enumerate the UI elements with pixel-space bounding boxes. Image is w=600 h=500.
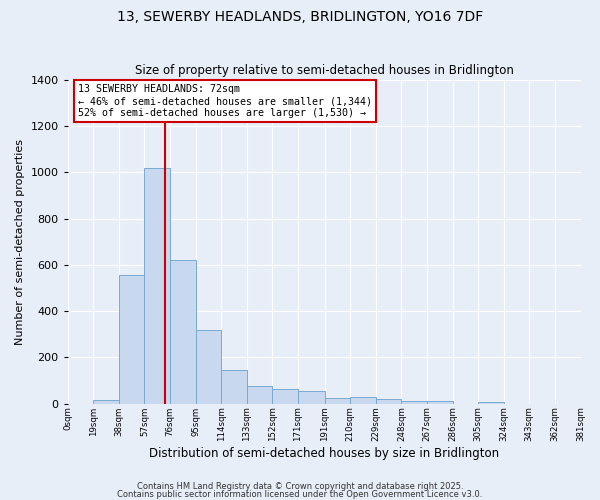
Bar xyxy=(93,400,119,404)
Bar xyxy=(272,390,298,404)
Text: 13 SEWERBY HEADLANDS: 72sqm
← 46% of semi-detached houses are smaller (1,344)
52: 13 SEWERBY HEADLANDS: 72sqm ← 46% of sem… xyxy=(78,84,372,117)
Text: Contains HM Land Registry data © Crown copyright and database right 2025.: Contains HM Land Registry data © Crown c… xyxy=(137,482,463,491)
Title: Size of property relative to semi-detached houses in Bridlington: Size of property relative to semi-detach… xyxy=(134,64,514,77)
Bar xyxy=(170,260,196,404)
Bar xyxy=(247,386,272,404)
Bar xyxy=(401,402,427,404)
Bar xyxy=(298,391,325,404)
Bar xyxy=(325,398,350,404)
Text: Contains public sector information licensed under the Open Government Licence v3: Contains public sector information licen… xyxy=(118,490,482,499)
Bar xyxy=(145,168,170,404)
Text: 13, SEWERBY HEADLANDS, BRIDLINGTON, YO16 7DF: 13, SEWERBY HEADLANDS, BRIDLINGTON, YO16… xyxy=(117,10,483,24)
Bar xyxy=(350,397,376,404)
Bar xyxy=(478,402,504,404)
X-axis label: Distribution of semi-detached houses by size in Bridlington: Distribution of semi-detached houses by … xyxy=(149,447,499,460)
Bar xyxy=(119,275,145,404)
Bar xyxy=(376,398,401,404)
Y-axis label: Number of semi-detached properties: Number of semi-detached properties xyxy=(15,138,25,344)
Bar xyxy=(221,370,247,404)
Bar xyxy=(196,330,221,404)
Bar xyxy=(427,401,452,404)
